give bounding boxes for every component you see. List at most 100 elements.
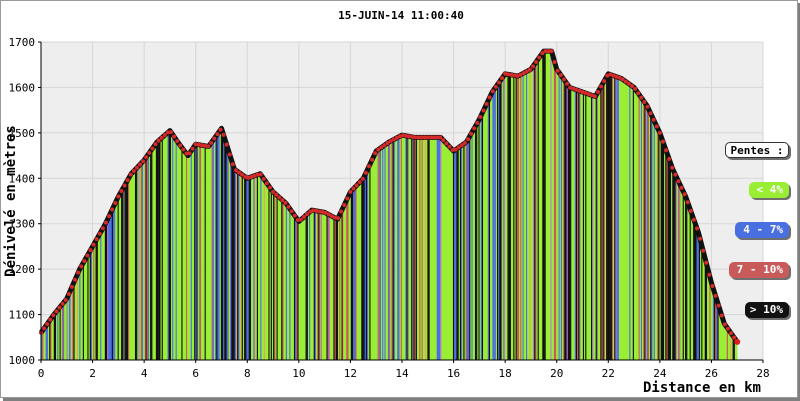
profile-marker <box>574 87 579 92</box>
slope-stripe <box>591 94 593 360</box>
slope-stripe <box>390 140 392 360</box>
profile-marker <box>168 130 173 135</box>
profile-marker <box>642 99 647 104</box>
slope-stripe <box>264 180 267 360</box>
slope-stripe <box>275 193 277 360</box>
profile-marker <box>88 248 93 253</box>
profile-marker <box>391 137 396 142</box>
slope-stripe <box>430 137 433 360</box>
slope-stripe <box>93 243 95 360</box>
slope-stripe <box>73 280 75 360</box>
profile-marker <box>478 115 483 120</box>
profile-marker <box>558 73 563 78</box>
slope-stripe <box>425 137 427 360</box>
slope-stripe <box>240 173 242 360</box>
profile-marker <box>311 208 316 213</box>
slope-stripe <box>245 176 247 360</box>
slope-stripe <box>139 163 141 360</box>
slope-stripe <box>409 136 412 360</box>
slope-stripe <box>384 144 386 360</box>
slope-stripe <box>227 148 230 360</box>
profile-marker <box>503 71 508 76</box>
y-tick-label: 1200 <box>9 263 36 276</box>
profile-marker <box>416 135 421 140</box>
slope-stripe <box>252 176 254 360</box>
slope-stripe <box>110 210 112 360</box>
slope-stripe <box>603 79 606 360</box>
x-tick-label: 28 <box>756 367 769 380</box>
slope-stripe <box>531 66 534 360</box>
slope-stripe <box>639 95 642 360</box>
slope-stripe <box>133 169 136 360</box>
slope-stripe <box>238 171 240 360</box>
slope-stripe <box>608 73 610 360</box>
profile-marker <box>571 86 576 91</box>
profile-marker <box>484 101 489 106</box>
slope-stripe <box>64 300 66 360</box>
slope-stripe <box>636 90 638 361</box>
slope-stripe <box>527 70 529 361</box>
slope-stripe <box>486 101 488 361</box>
slope-stripe <box>341 208 343 360</box>
slope-stripe <box>303 216 305 360</box>
profile-marker <box>466 137 471 142</box>
slope-stripe <box>676 177 679 360</box>
profile-marker <box>682 192 687 197</box>
slope-stripe <box>394 138 397 360</box>
profile-marker <box>577 88 582 93</box>
slope-stripe <box>217 132 219 360</box>
slope-stripe <box>130 173 132 360</box>
slope-stripe <box>382 146 384 360</box>
slope-stripe <box>83 259 86 360</box>
slope-stripe <box>312 210 314 360</box>
slope-stripe <box>521 73 523 360</box>
slope-stripe <box>385 143 387 360</box>
profile-marker <box>599 84 604 89</box>
slope-stripe <box>138 164 140 360</box>
slope-stripe <box>488 96 491 361</box>
profile-marker <box>419 135 424 140</box>
slope-stripe <box>708 270 710 360</box>
slope-stripe <box>456 148 458 360</box>
profile-marker <box>57 305 62 310</box>
slope-stripe <box>295 216 297 360</box>
slope-stripe <box>333 216 335 360</box>
slope-stripe <box>686 197 688 360</box>
slope-stripe <box>631 85 633 361</box>
slope-stripe <box>579 90 581 361</box>
slope-stripe <box>375 150 377 360</box>
slope-stripe <box>528 70 530 360</box>
slope-stripe <box>502 75 505 360</box>
slope-stripe <box>186 153 188 360</box>
slope-stripe <box>211 140 213 360</box>
slope-stripe <box>128 177 130 360</box>
slope-stripe <box>523 72 526 361</box>
slope-stripe <box>223 133 225 360</box>
slope-stripe <box>436 137 439 360</box>
slope-stripe <box>653 119 656 360</box>
slope-stripe <box>90 247 93 360</box>
profile-marker <box>345 196 350 201</box>
x-tick-label: 26 <box>705 367 718 380</box>
slope-stripe <box>435 137 437 360</box>
profile-marker <box>79 264 84 269</box>
slope-stripe <box>122 187 124 360</box>
slope-stripe <box>624 80 627 361</box>
slope-stripe <box>503 73 506 361</box>
slope-stripe <box>181 146 183 360</box>
slope-stripe <box>209 143 211 360</box>
slope-stripe <box>429 137 432 360</box>
x-tick-label: 12 <box>344 367 357 380</box>
slope-stripe <box>617 77 620 361</box>
slope-stripe <box>621 78 623 360</box>
slope-stripe <box>600 85 602 361</box>
slope-stripe <box>696 227 698 360</box>
slope-stripe <box>349 191 352 360</box>
slope-stripe <box>334 217 336 360</box>
slope-stripe <box>346 198 348 360</box>
slope-stripe <box>228 152 231 360</box>
profile-marker <box>314 208 319 213</box>
slope-stripe <box>273 191 275 360</box>
slope-stripe <box>490 94 492 360</box>
slope-stripe <box>404 135 406 360</box>
